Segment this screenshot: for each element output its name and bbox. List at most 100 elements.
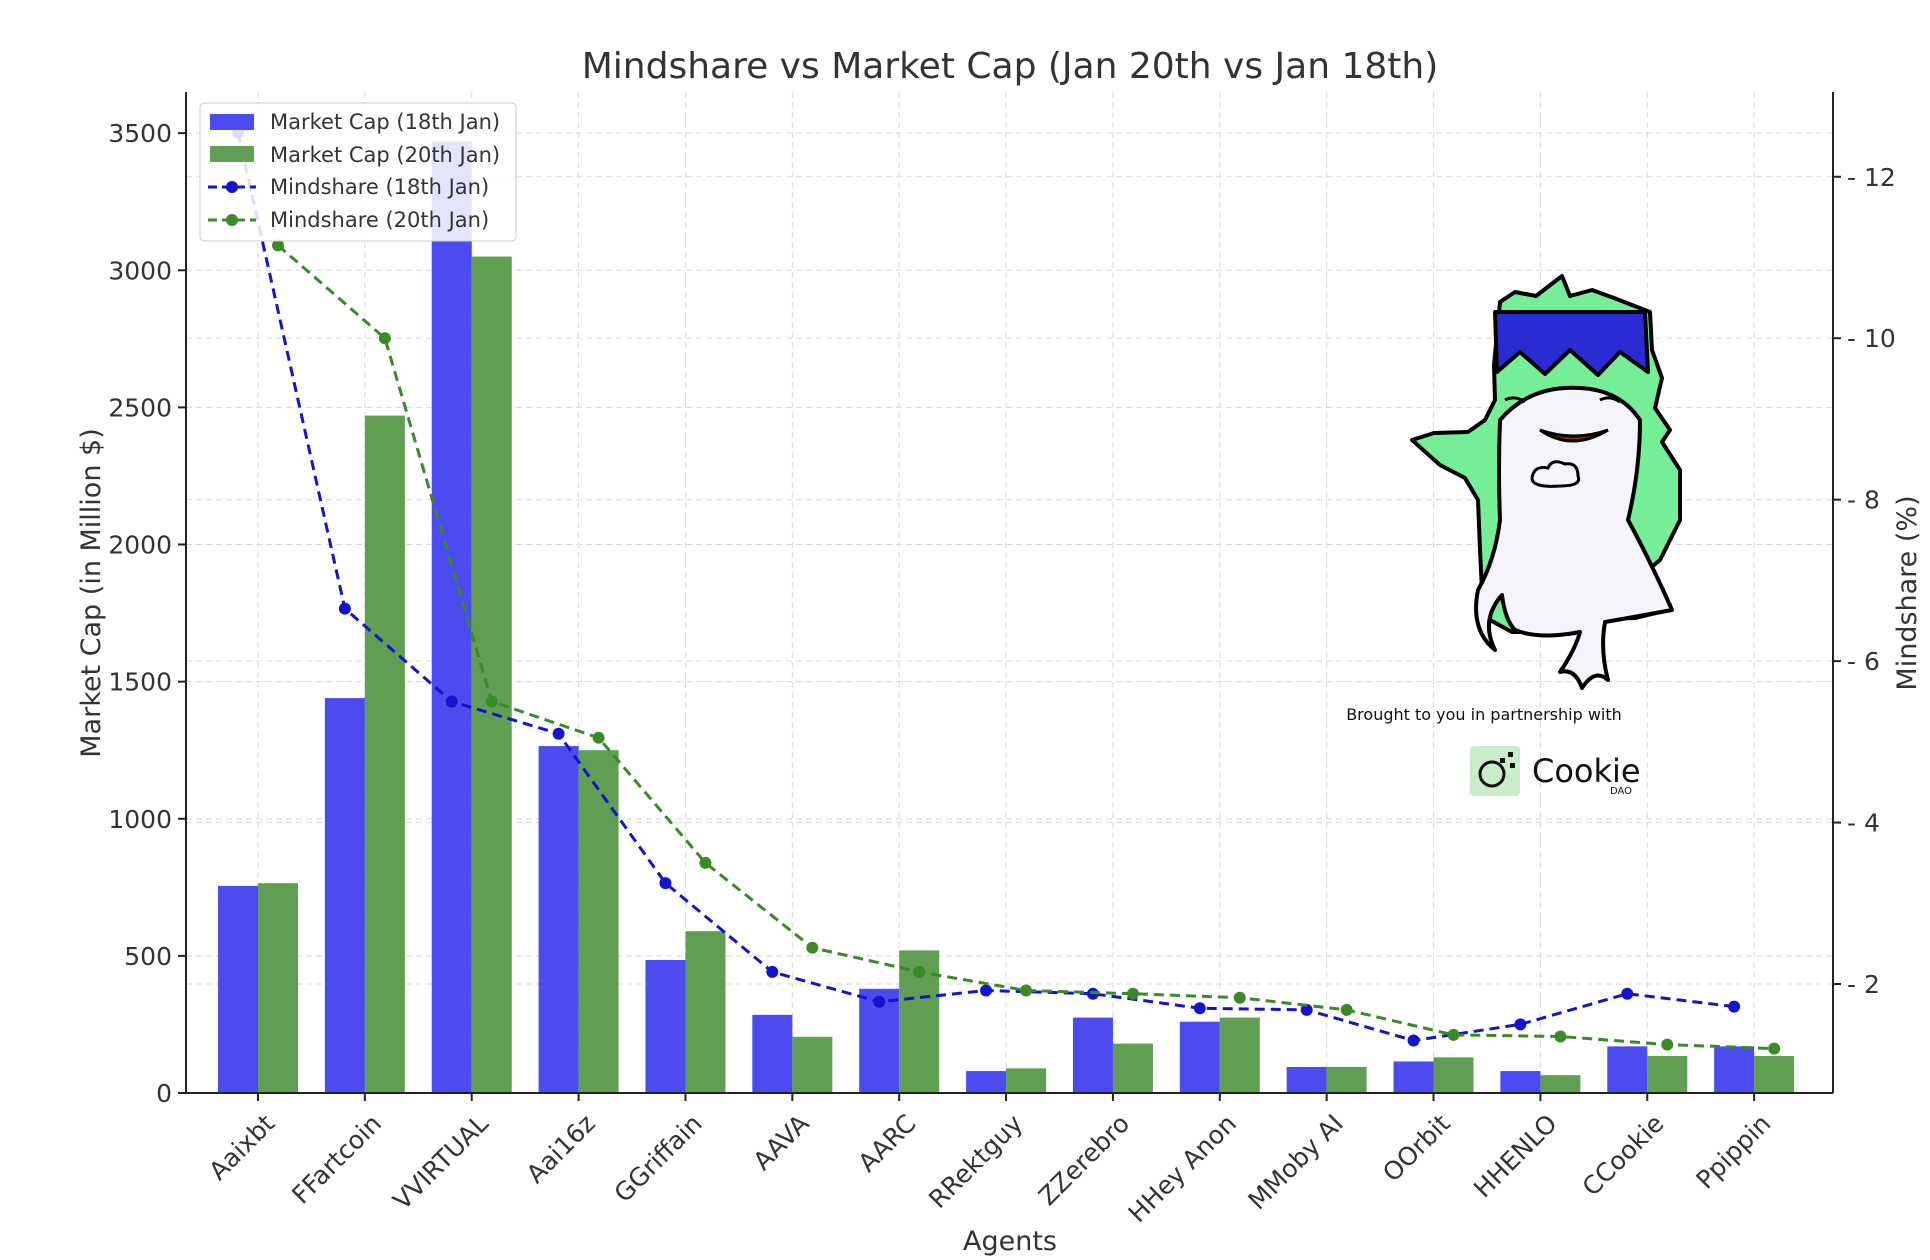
bar-mc18 [1607,1046,1648,1093]
bar-mc20 [685,931,726,1093]
legend-swatch-mc20 [210,146,254,162]
legend-label-mc18: Market Cap (18th Jan) [270,110,500,134]
x-tick-label: ZZerebro [1033,1109,1135,1211]
bar-mc18 [1072,1017,1113,1093]
bar-mc20 [1754,1055,1795,1093]
x-tick-label: CCookie [1577,1109,1670,1202]
point-ms20 [1554,1030,1567,1043]
x-tick-label: GGriffain [608,1109,707,1208]
bar-mc18 [1714,1046,1755,1093]
point-ms20 [913,965,926,978]
y-tick-label: 3000 [108,256,172,285]
legend-label-ms20: Mindshare (20th Jan) [270,208,489,232]
bar-mc20 [471,256,512,1093]
chart-title: Mindshare vs Market Cap (Jan 20th vs Jan… [582,46,1439,87]
legend-box [199,102,517,242]
x-tick-label: AAVA [747,1109,814,1176]
point-ms18 [1621,987,1634,1000]
point-ms18 [1514,1018,1527,1031]
axes-group [185,92,1834,1094]
bar-mc18 [1179,1021,1220,1093]
x-tick-label: OOrbit [1377,1109,1456,1188]
y2-tick-label: - 8 [1847,486,1880,515]
legend-label-ms18: Mindshare (18th Jan) [270,175,489,199]
bar-mc18 [218,885,258,1093]
point-ms20 [806,941,819,954]
y-axis-label: Market Cap (in Million $) [76,428,107,757]
y-tick-label: 3500 [108,119,172,148]
bar-mc18 [324,698,365,1093]
bar-mc18 [1286,1066,1327,1093]
point-ms20 [592,731,605,744]
bar-mc18 [1393,1061,1434,1093]
y2-ticks: - 2 - 4 - 6 - 8 - 10 - 12 [1833,163,1896,999]
x-tick-label: MMoby AI [1242,1109,1348,1215]
point-ms20 [378,332,391,345]
point-ms20 [1340,1003,1353,1016]
y-tick-label: 1000 [108,805,172,834]
bar-mc20 [578,750,619,1093]
shark-mascot-icon [1410,274,1682,690]
x-ticks: Aaixbt FFartcoin VVIRTUAL Aai16z GGriffain AA… [203,1093,1776,1228]
bar-mc18 [966,1071,1007,1093]
y2-tick-label: - 6 [1847,647,1880,676]
y-tick-label: 500 [124,942,172,971]
legend: Market Cap (18th Jan) Market Cap (20th J… [199,102,517,242]
point-ms18 [980,984,993,997]
point-ms18 [873,995,886,1008]
point-ms18 [552,727,565,740]
x-tick-label: HHENLO [1468,1109,1563,1204]
point-ms18 [1193,1002,1206,1015]
bars-group [218,141,1795,1093]
point-ms20 [485,695,498,708]
x-tick-label: Aaixbt [203,1109,280,1186]
point-ms18 [445,695,458,708]
point-ms20 [1020,984,1033,997]
y-tick-label: 1500 [108,668,172,697]
x-tick-label: FFartcoin [286,1109,387,1210]
y2-tick-label: - 2 [1847,970,1880,999]
bar-mc20 [258,883,298,1093]
y2-tick-label: - 4 [1847,809,1880,838]
point-ms20 [1661,1038,1674,1051]
bar-mc20 [1006,1068,1047,1093]
y2-tick-label: - 10 [1847,324,1896,353]
x-tick-label: Ppippin [1691,1109,1777,1195]
legend-label-mc20: Market Cap (20th Jan) [270,143,500,167]
bar-mc20 [1540,1075,1581,1093]
bar-mc18 [645,959,686,1093]
legend-marker-ms18 [226,181,238,193]
point-ms20 [1768,1042,1781,1055]
promo-caption: Brought to you in partnership with [1346,705,1622,724]
x-tick-label: RRektguy [923,1109,1028,1214]
bar-mc20 [792,1036,833,1093]
y-tick-label: 0 [156,1079,172,1108]
point-ms18 [1407,1034,1420,1047]
bar-mc18 [431,141,472,1093]
brand-sub: DAO [1610,786,1632,797]
bar-mc18 [538,746,579,1093]
x-axis-label: Agents [963,1226,1057,1257]
point-ms18 [659,877,672,890]
bar-mc18 [752,1014,793,1093]
y-ticks: 0 500 1000 1500 2000 2500 3000 3500 [108,119,186,1108]
cookie-logo-icon [1470,746,1520,796]
y-tick-label: 2500 [108,393,172,422]
point-ms20 [1447,1028,1460,1041]
point-ms18 [1728,1000,1741,1013]
y2-tick-label: - 12 [1847,163,1896,192]
brand-name: Cookie [1532,752,1641,790]
point-ms20 [272,239,284,252]
point-ms20 [699,856,712,869]
x-tick-label: HHey Anon [1123,1109,1242,1228]
bar-mc20 [1326,1066,1367,1093]
legend-marker-ms20 [226,214,238,226]
y-tick-label: 2000 [108,531,172,560]
point-ms20 [1126,987,1139,1000]
point-ms20 [1233,991,1246,1004]
x-tick-label: Aai16z [521,1109,601,1189]
point-ms18 [338,602,351,615]
y2-axis-label: Mindshare (%) [1892,495,1923,690]
bar-mc20 [364,415,405,1093]
